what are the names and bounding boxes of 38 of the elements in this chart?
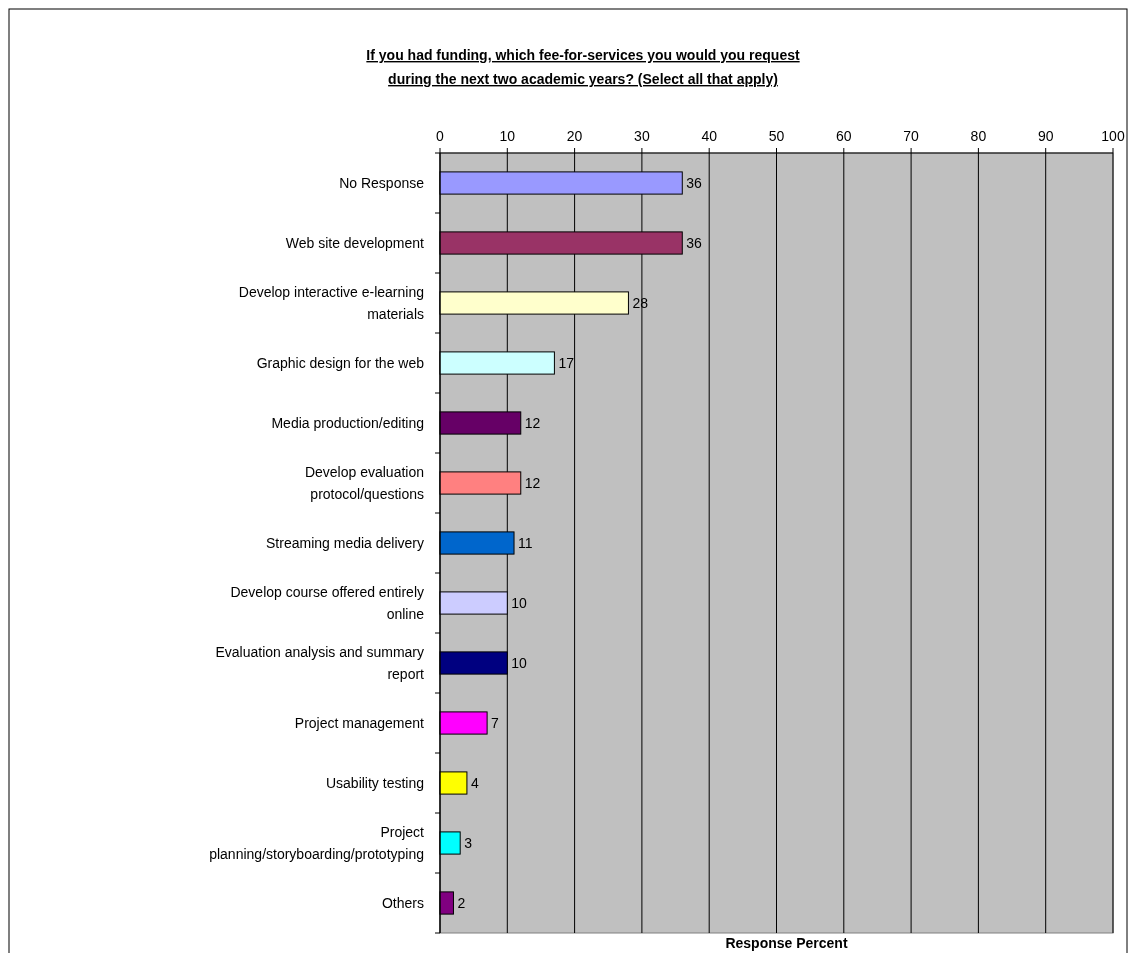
y-tick-label: Develop evaluation protocol/questions	[304, 464, 424, 502]
y-tick-label: Project management	[294, 715, 425, 731]
y-tick-label: Streaming media delivery	[266, 535, 424, 551]
x-tick-label: 40	[701, 128, 718, 144]
x-tick-label: 60	[836, 128, 852, 144]
y-tick-label: Develop interactive e-learning materials	[238, 284, 424, 322]
x-axis-title: Response Percent	[725, 935, 848, 951]
y-tick-label: Media production/editing	[271, 415, 424, 431]
x-tick-label: 50	[768, 128, 785, 144]
x-tick-label: 20	[566, 128, 583, 144]
data-label: 36	[686, 175, 703, 191]
x-tick-label: 30	[634, 128, 650, 144]
data-label: 7	[491, 715, 500, 731]
y-tick-label: Project planning/storyboarding/prototyping	[209, 824, 425, 862]
data-label: 4	[470, 775, 479, 791]
x-tick-label: 70	[903, 128, 920, 144]
x-tick-label: 0	[436, 128, 445, 144]
data-label: 12	[524, 475, 541, 491]
y-tick-label: Others	[381, 895, 424, 911]
data-label: 3	[464, 835, 473, 851]
y-tick-label: Develop course offered entirely online	[230, 584, 425, 622]
y-tick-label: Web site development	[285, 235, 425, 251]
data-label: 10	[511, 655, 528, 671]
data-label: 10	[511, 595, 528, 611]
data-label: 36	[686, 235, 703, 251]
data-label: 2	[457, 895, 466, 911]
data-label: 12	[524, 415, 541, 431]
y-tick-label: Usability testing	[325, 775, 424, 791]
y-tick-label: No Response	[339, 175, 425, 191]
x-tick-label: 80	[970, 128, 987, 144]
data-label: 17	[558, 355, 575, 371]
y-tick-label: Graphic design for the web	[256, 355, 425, 371]
x-tick-label: 10	[499, 128, 516, 144]
x-tick-label: 100	[1101, 128, 1125, 144]
x-tick-label: 90	[1037, 128, 1054, 144]
data-label: 11	[518, 535, 533, 551]
chart-title: If you had funding, which fee-for-services you would you request during the next two academic years? (Select all that apply)	[366, 47, 800, 87]
y-tick-label: Evaluation analysis and summary report	[215, 644, 425, 682]
